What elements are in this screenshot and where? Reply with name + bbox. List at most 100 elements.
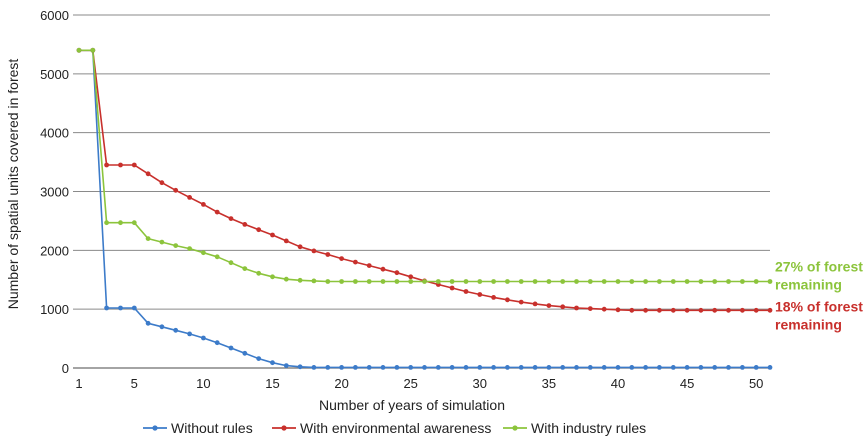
data-point xyxy=(518,279,524,284)
data-point xyxy=(463,365,469,370)
data-point xyxy=(698,279,704,284)
data-point xyxy=(408,365,414,370)
data-point xyxy=(242,266,248,271)
data-point xyxy=(726,307,731,313)
x-tick-label: 20 xyxy=(334,376,348,391)
x-tick-label: 45 xyxy=(680,376,694,391)
data-point xyxy=(753,307,759,313)
data-point xyxy=(145,171,151,177)
data-point xyxy=(104,162,109,168)
data-point xyxy=(422,279,427,284)
y-tick-label: 1000 xyxy=(40,302,69,317)
data-point xyxy=(532,365,538,370)
data-point xyxy=(201,250,206,256)
y-tick-label: 6000 xyxy=(40,8,69,23)
data-point xyxy=(283,276,289,282)
x-tick-label: 5 xyxy=(131,376,138,391)
data-point xyxy=(159,239,165,245)
data-point xyxy=(587,279,593,284)
data-point xyxy=(118,220,123,226)
data-point xyxy=(657,365,662,370)
data-point xyxy=(366,263,372,268)
data-point xyxy=(339,365,344,370)
annotation-line1: 18% of forest xyxy=(775,298,863,314)
data-point xyxy=(740,365,745,370)
x-tick-label: 50 xyxy=(749,376,763,391)
series-line-3 xyxy=(79,49,770,283)
data-point xyxy=(753,279,759,284)
data-point xyxy=(560,304,566,310)
data-point xyxy=(670,307,676,313)
data-point xyxy=(311,248,317,254)
data-point xyxy=(145,320,151,326)
annotation-line2: remaining xyxy=(775,316,842,332)
data-point xyxy=(118,162,123,168)
x-tick-label: 25 xyxy=(403,376,417,391)
data-point xyxy=(463,279,469,284)
legend: Without rules With environmental awarenes… xyxy=(143,420,646,436)
data-point xyxy=(325,365,331,370)
data-point xyxy=(118,305,123,311)
data-point xyxy=(546,279,552,284)
data-point xyxy=(297,277,303,283)
data-point xyxy=(463,289,469,294)
data-point xyxy=(201,335,206,341)
data-point xyxy=(629,307,635,313)
legend-swatch-marker xyxy=(281,425,287,431)
data-point xyxy=(684,365,690,370)
data-point xyxy=(131,220,137,226)
data-point xyxy=(767,279,773,284)
data-point xyxy=(394,270,400,276)
data-point xyxy=(256,270,262,276)
data-point xyxy=(297,364,303,370)
data-point xyxy=(173,187,179,193)
data-point xyxy=(311,278,317,284)
x-tick-label: 15 xyxy=(265,376,279,391)
data-point xyxy=(325,279,331,284)
data-point xyxy=(242,350,248,356)
data-point xyxy=(201,202,206,207)
data-point xyxy=(339,256,344,261)
data-point xyxy=(187,246,193,252)
data-point xyxy=(297,244,303,250)
data-point xyxy=(767,365,773,370)
data-point xyxy=(491,279,496,284)
data-point xyxy=(449,279,455,284)
data-point xyxy=(131,305,137,311)
data-point xyxy=(684,279,690,284)
y-axis-title: Number of spatial units covered in fores… xyxy=(5,59,21,310)
data-point xyxy=(228,345,234,351)
x-tick-label: 35 xyxy=(542,376,556,391)
data-point xyxy=(90,47,96,53)
data-point xyxy=(740,307,745,313)
data-point xyxy=(366,279,372,284)
x-tick-label: 40 xyxy=(611,376,625,391)
data-point xyxy=(228,260,234,266)
data-point xyxy=(394,279,400,284)
legend-swatch-marker xyxy=(152,425,158,431)
data-point xyxy=(283,238,289,244)
data-point xyxy=(187,195,193,200)
data-point xyxy=(477,292,483,297)
data-point xyxy=(505,297,510,303)
data-point xyxy=(726,279,731,284)
data-point xyxy=(615,307,621,313)
data-point xyxy=(449,365,455,370)
data-point xyxy=(214,209,220,215)
y-tick-label: 5000 xyxy=(40,67,69,82)
y-tick-label: 2000 xyxy=(40,243,69,258)
data-point xyxy=(615,365,621,370)
data-point xyxy=(767,307,773,313)
data-point xyxy=(159,180,165,186)
legend-label: Without rules xyxy=(171,420,253,436)
series-line-1 xyxy=(79,49,770,369)
data-point xyxy=(270,360,275,366)
series-points xyxy=(76,47,773,370)
data-point xyxy=(698,365,704,370)
data-point xyxy=(256,227,262,233)
data-point xyxy=(740,279,745,284)
data-point xyxy=(629,279,635,284)
data-point xyxy=(408,274,414,280)
data-point xyxy=(518,365,524,370)
data-point xyxy=(712,365,718,370)
